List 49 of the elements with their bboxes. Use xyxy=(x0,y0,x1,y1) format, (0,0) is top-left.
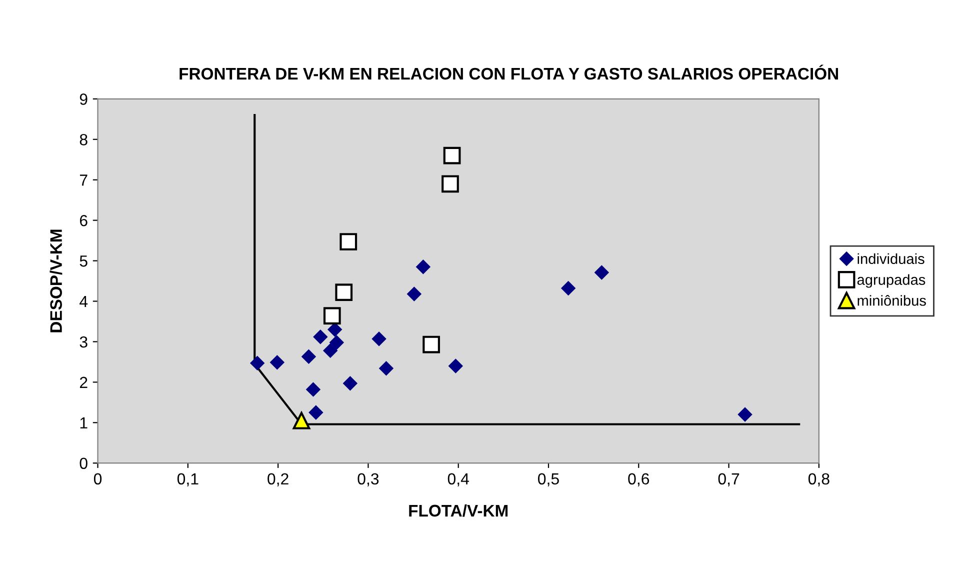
point xyxy=(738,407,752,422)
x-tick-label: 0,6 xyxy=(628,473,650,486)
point xyxy=(335,284,353,302)
y-tick-label: 4 xyxy=(80,296,88,308)
point xyxy=(301,349,316,364)
point xyxy=(448,358,463,374)
legend-label: agrupadas xyxy=(857,274,926,288)
x-tick-label: 0,8 xyxy=(808,473,830,486)
point xyxy=(292,412,310,430)
x-tick-label: 0,7 xyxy=(718,473,740,486)
y-tick-label: 3 xyxy=(80,336,88,348)
x-tick-label: 0,3 xyxy=(358,473,379,486)
point xyxy=(416,260,430,274)
x-tick-label: 0 xyxy=(94,473,102,485)
y-tick-label: 7 xyxy=(80,174,88,186)
point xyxy=(270,355,284,370)
point xyxy=(340,233,358,250)
x-tick-label: 0,4 xyxy=(448,473,469,486)
point xyxy=(342,376,358,391)
point xyxy=(323,343,338,358)
point xyxy=(372,332,386,346)
x-tick-label: 0,2 xyxy=(268,473,288,486)
x-axis-title: FLOTA/V-KM xyxy=(409,504,508,517)
legend-label: individuais xyxy=(858,253,924,264)
point xyxy=(250,356,265,370)
point xyxy=(442,175,459,193)
point xyxy=(329,335,344,350)
y-tick-label: 2 xyxy=(80,376,88,388)
point xyxy=(306,382,320,397)
y-tick-label: 0 xyxy=(80,458,88,470)
point xyxy=(443,146,461,164)
x-tick-label: 0,1 xyxy=(177,473,198,486)
point xyxy=(323,307,341,324)
x-tick-label: 0,5 xyxy=(538,473,559,486)
point xyxy=(313,330,328,344)
point xyxy=(561,281,576,296)
y-tick-label: 8 xyxy=(80,134,88,146)
legend-label: miniônibus xyxy=(858,295,926,306)
y-tick-label: 5 xyxy=(80,256,88,267)
y-tick-label: 6 xyxy=(80,214,88,226)
chart-title: FRONTERA DE V-KM EN RELACION CON FLOTA Y GASTO SALARIOS OPERACIÓN xyxy=(180,64,838,80)
y-tick-label: 9 xyxy=(80,94,88,105)
y-axis-title: DESOP/V-KM xyxy=(50,230,62,332)
point xyxy=(379,361,394,376)
y-tick-label: 1 xyxy=(80,417,88,428)
point xyxy=(308,405,324,420)
point xyxy=(594,265,609,280)
point xyxy=(406,286,422,302)
point xyxy=(422,336,440,354)
